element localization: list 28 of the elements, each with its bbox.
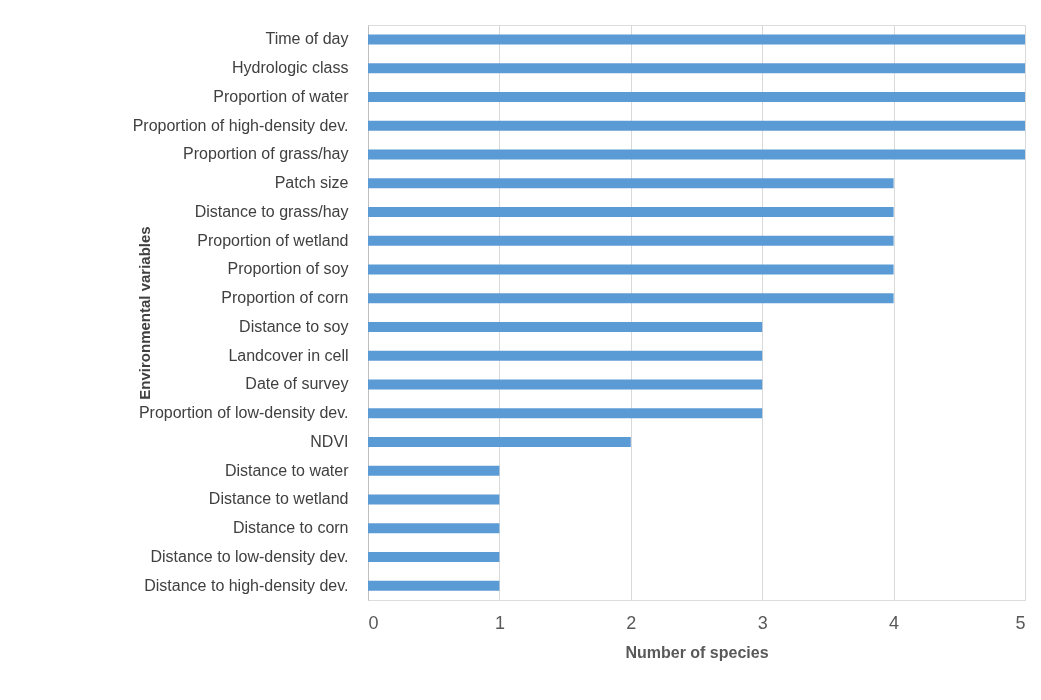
y-tick-label: Proportion of water	[213, 87, 350, 105]
y-tick-label: Hydrologic class	[232, 59, 349, 77]
y-tick-label: NDVI	[310, 432, 349, 450]
y-tick-label: Proportion of corn	[221, 289, 349, 307]
x-tick-label: 4	[889, 612, 900, 633]
y-tick-label: Patch size	[274, 174, 349, 192]
x-axis-title: Number of species	[625, 643, 769, 661]
y-tick-label: Distance to grass/hay	[194, 202, 349, 220]
x-tick-label: 5	[1015, 612, 1026, 633]
y-tick-label: Distance to corn	[232, 519, 349, 537]
y-tick-label: Proportion of high-density dev.	[132, 116, 349, 134]
x-tick-label: 1	[494, 612, 505, 633]
y-tick-label: Distance to soy	[239, 317, 349, 335]
x-tick-label: 2	[626, 612, 637, 633]
y-tick-label: Distance to water	[224, 461, 350, 479]
y-tick-label: Distance to low-density dev.	[150, 547, 349, 565]
y-tick-label: Landcover in cell	[228, 346, 349, 364]
y-axis-title: Environmental variables	[135, 226, 153, 400]
y-tick-label: Date of survey	[245, 375, 349, 393]
y-tick-label: Proportion of wetland	[197, 231, 349, 249]
y-tick-label: Distance to high-density dev.	[144, 576, 349, 594]
x-tick-label: 0	[368, 612, 379, 633]
x-tick-label: 3	[757, 612, 768, 633]
y-tick-label: Time of day	[265, 30, 349, 48]
y-tick-label: Proportion of low-density dev.	[138, 404, 349, 422]
y-tick-label: Proportion of soy	[227, 260, 349, 278]
y-tick-label: Distance to wetland	[208, 490, 349, 508]
y-tick-label: Proportion of grass/hay	[183, 145, 349, 163]
